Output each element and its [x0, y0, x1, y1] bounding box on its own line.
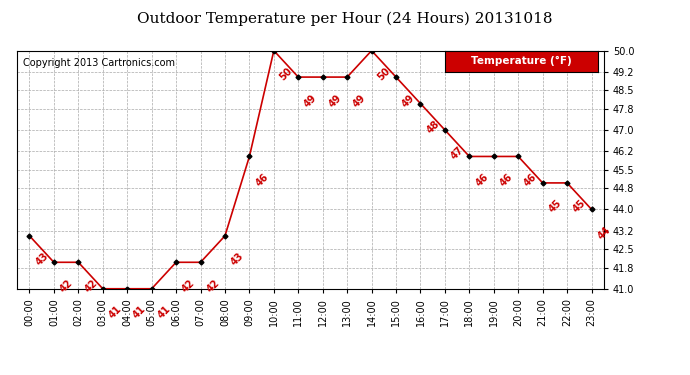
Text: 42: 42 — [180, 278, 197, 294]
Text: 44: 44 — [595, 225, 612, 241]
Text: 45: 45 — [546, 198, 564, 215]
Text: 42: 42 — [58, 278, 75, 294]
Text: 48: 48 — [424, 119, 442, 135]
Text: 43: 43 — [34, 251, 50, 268]
Text: 49: 49 — [327, 92, 344, 109]
Text: 49: 49 — [302, 92, 319, 109]
Text: 42: 42 — [205, 278, 221, 294]
Text: Outdoor Temperature per Hour (24 Hours) 20131018: Outdoor Temperature per Hour (24 Hours) … — [137, 11, 553, 26]
Text: 46: 46 — [498, 172, 515, 188]
Text: 47: 47 — [449, 145, 466, 162]
Text: 41: 41 — [156, 304, 172, 321]
Text: 41: 41 — [131, 304, 148, 321]
Text: 42: 42 — [83, 278, 99, 294]
Text: 50: 50 — [376, 66, 393, 82]
Text: 49: 49 — [400, 92, 417, 109]
Text: 45: 45 — [571, 198, 588, 215]
Text: 46: 46 — [473, 172, 490, 188]
Text: 50: 50 — [278, 66, 295, 82]
Text: 46: 46 — [253, 172, 270, 188]
Text: 49: 49 — [351, 92, 368, 109]
Text: 41: 41 — [107, 304, 124, 321]
Text: 46: 46 — [522, 172, 539, 188]
Text: Copyright 2013 Cartronics.com: Copyright 2013 Cartronics.com — [23, 58, 175, 68]
Text: 43: 43 — [229, 251, 246, 268]
